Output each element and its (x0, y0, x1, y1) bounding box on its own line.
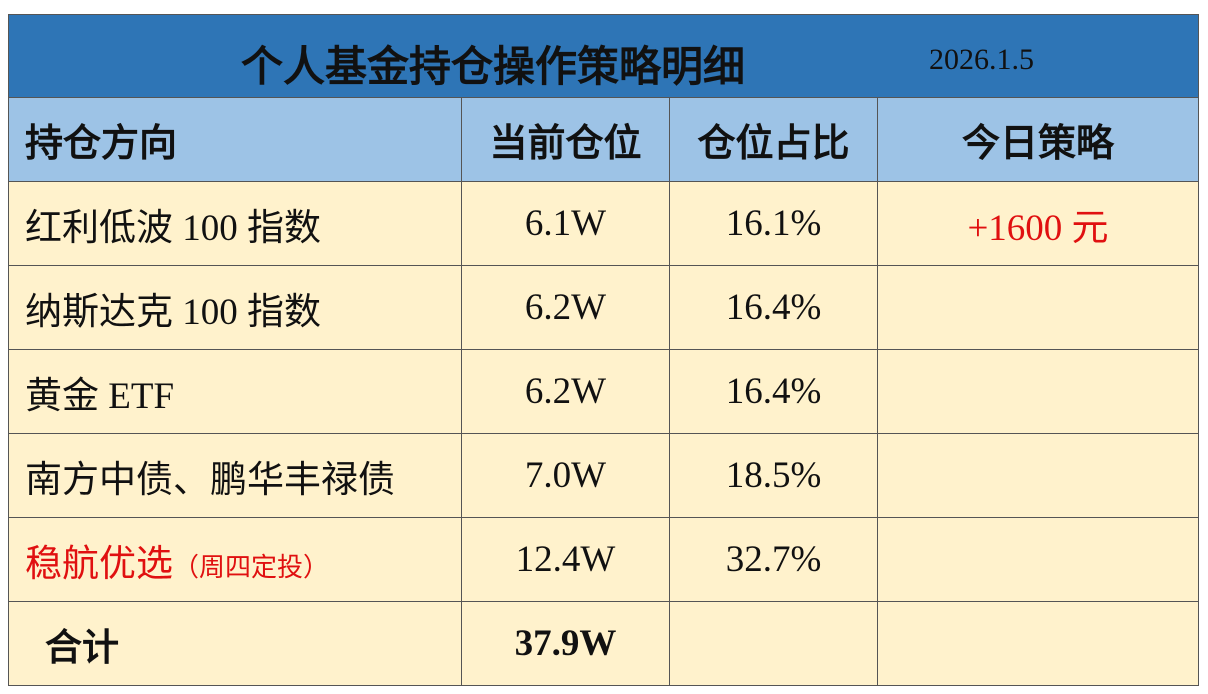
table: 个人基金持仓操作策略明细 2026.1.5 持仓方向 当前仓位 仓位占比 今日策略 红… (8, 14, 1199, 686)
name-cell: 合计 (8, 601, 462, 686)
column-header: 持仓方向 (8, 97, 462, 182)
position: 6.2W (524, 287, 607, 328)
table-row: 合计 37.9W (8, 601, 1199, 686)
title: 个人基金持仓操作策略明细 (241, 45, 746, 91)
strategy-cell (877, 517, 1199, 602)
strategy-cell (877, 265, 1199, 350)
strategy-cell (877, 433, 1199, 518)
ratio-cell: 16.1% (669, 181, 878, 266)
title-row: 个人基金持仓操作策略明细 2026.1.5 (8, 14, 1199, 98)
position-cell: 6.2W (461, 265, 670, 350)
column-header: 今日策略 (877, 97, 1199, 182)
position-cell: 6.1W (461, 181, 670, 266)
ratio-cell: 16.4% (669, 265, 878, 350)
strategy-cell (877, 601, 1199, 686)
title-cell: 个人基金持仓操作策略明细 2026.1.5 (8, 14, 1199, 98)
header-row: 持仓方向 当前仓位 仓位占比 今日策略 (8, 97, 1199, 182)
fund-name: 南方中债、鹏华丰禄债 (25, 459, 395, 501)
fund-name: 黄金 ETF (25, 375, 175, 417)
name-cell: 黄金 ETF (8, 349, 462, 434)
strategy-cell (877, 349, 1199, 434)
name-cell: 稳航优选（周四定投） (8, 517, 462, 602)
ratio-cell (669, 601, 878, 686)
table-body: 个人基金持仓操作策略明细 2026.1.5 持仓方向 当前仓位 仓位占比 今日策略 红… (8, 14, 1199, 686)
ratio: 16.1% (725, 203, 822, 244)
position-cell: 7.0W (461, 433, 670, 518)
column-header: 仓位占比 (669, 97, 878, 182)
position-cell: 37.9W (461, 601, 670, 686)
name-cell: 南方中债、鹏华丰禄债 (8, 433, 462, 518)
table-row: 纳斯达克 100 指数 6.2W 16.4% (8, 265, 1199, 350)
position: 12.4W (515, 539, 616, 580)
strategy: +1600 元 (967, 207, 1109, 249)
fund-name: 红利低波 100 指数 (25, 207, 321, 249)
position-cell: 12.4W (461, 517, 670, 602)
ratio-cell: 32.7% (669, 517, 878, 602)
table-row: 红利低波 100 指数 6.1W 16.1% +1600 元 (8, 181, 1199, 266)
fund-name: 稳航优选 (25, 543, 173, 585)
ratio: 16.4% (725, 371, 822, 412)
fund-name: 合计 (45, 627, 119, 669)
name-cell: 红利低波 100 指数 (8, 181, 462, 266)
ratio: 18.5% (725, 455, 822, 496)
ratio: 16.4% (725, 287, 822, 328)
position: 6.2W (524, 371, 607, 412)
fund-name: 纳斯达克 100 指数 (25, 291, 321, 333)
strategy-cell: +1600 元 (877, 181, 1199, 266)
column-header: 当前仓位 (461, 97, 670, 182)
date: 2026.1.5 (929, 43, 1034, 76)
position-cell: 6.2W (461, 349, 670, 434)
position: 6.1W (524, 203, 607, 244)
ratio: 32.7% (725, 539, 822, 580)
position: 37.9W (514, 623, 617, 664)
table-row: 稳航优选（周四定投） 12.4W 32.7% (8, 517, 1199, 602)
table-row: 黄金 ETF 6.2W 16.4% (8, 349, 1199, 434)
table-row: 南方中债、鹏华丰禄债 7.0W 18.5% (8, 433, 1199, 518)
fund-note: （周四定投） (173, 552, 330, 582)
ratio-cell: 18.5% (669, 433, 878, 518)
name-cell: 纳斯达克 100 指数 (8, 265, 462, 350)
table-wrap: 个人基金持仓操作策略明细 2026.1.5 持仓方向 当前仓位 仓位占比 今日策略 红… (8, 14, 1199, 690)
position: 7.0W (524, 455, 607, 496)
ratio-cell: 16.4% (669, 349, 878, 434)
